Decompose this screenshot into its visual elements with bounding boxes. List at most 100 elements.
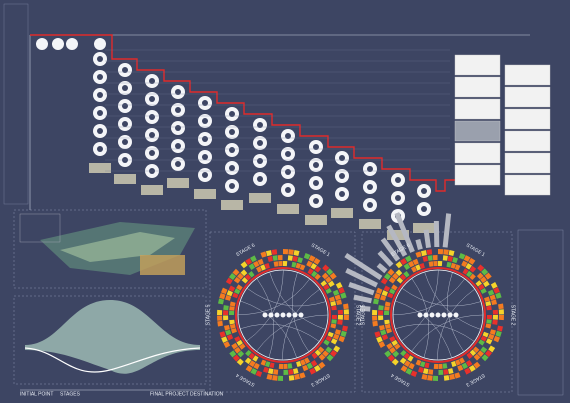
ring-segment [232, 292, 239, 299]
note-box [249, 193, 271, 203]
ring-segment [448, 368, 454, 374]
ring-segment [374, 292, 381, 300]
ring-segment [232, 268, 240, 276]
ring-segment [497, 325, 503, 332]
ring-segment [481, 268, 489, 276]
ring-segment [447, 255, 454, 262]
ring-segment [228, 285, 236, 292]
icon-glyph [229, 111, 235, 117]
icon-glyph [257, 158, 263, 164]
ring-segment [220, 287, 228, 295]
ring-segment [480, 276, 487, 284]
ring-segment [432, 375, 438, 381]
hub-icon [280, 312, 286, 318]
ring-segment [378, 310, 384, 315]
ring-segment [485, 349, 493, 357]
ring-segment [468, 364, 476, 372]
icon-glyph [97, 128, 103, 134]
ring-segment [306, 260, 313, 268]
ring-segment [321, 272, 329, 280]
thumbnail [454, 142, 501, 164]
thumbnail [454, 54, 501, 76]
ring-segment [333, 333, 340, 340]
ring-segment [480, 335, 487, 342]
ring-segment [481, 354, 489, 362]
ring-segment [381, 334, 389, 341]
icon-glyph [395, 195, 401, 201]
radial-bar [376, 262, 388, 274]
ring-segment [240, 261, 248, 269]
chord [240, 323, 320, 342]
thumbnail [504, 86, 551, 108]
ring-segment [260, 359, 267, 366]
ring-segment [224, 325, 230, 331]
icon-glyph [97, 56, 103, 62]
ring-segment [240, 269, 248, 277]
ring-segment [293, 368, 299, 374]
ring-segment [330, 301, 337, 307]
ring-segment [410, 370, 418, 378]
ring-segment [438, 261, 443, 267]
ring-segment [300, 359, 306, 366]
ring-segment [245, 365, 253, 373]
icon-glyph [149, 150, 155, 156]
ring-segment [273, 369, 279, 375]
icon-glyph [122, 139, 128, 145]
ring-segment [217, 315, 223, 321]
icon-glyph [175, 161, 181, 167]
note-box [387, 230, 409, 240]
ring-segment [498, 315, 504, 321]
ring-segment [375, 287, 383, 295]
chord [437, 288, 475, 360]
ring-segment [293, 250, 300, 256]
ring-segment [415, 251, 422, 258]
radial-bar [442, 213, 452, 248]
radial-bar [423, 229, 432, 249]
ring-segment [443, 369, 449, 375]
ring-segment [438, 249, 444, 255]
ring-segment [433, 261, 438, 267]
ring-segment [248, 263, 256, 270]
ring-segment [399, 273, 407, 281]
ring-segment [482, 331, 489, 338]
ring-segment [264, 262, 270, 269]
ring-segment [477, 350, 484, 358]
ring-segment [332, 289, 340, 296]
chord [256, 314, 329, 352]
ring-segment [306, 362, 313, 370]
ring-segment [473, 361, 481, 369]
radial-bar [345, 268, 378, 288]
ring-segment [226, 334, 234, 341]
ring-segment [317, 346, 325, 353]
ring-segment [483, 280, 490, 288]
icon-glyph [229, 165, 235, 171]
ring-segment [313, 257, 321, 265]
stair-line [30, 34, 455, 192]
radial-bar [344, 252, 383, 281]
ring-segment [412, 258, 419, 266]
ring-segment [484, 272, 492, 280]
ring-segment [376, 336, 383, 343]
ring-segment [219, 331, 226, 338]
icon-glyph [175, 143, 181, 149]
ring-segment [379, 325, 385, 331]
thumbnail [504, 174, 551, 196]
ring-segment [283, 369, 289, 375]
ring-segment [387, 268, 395, 276]
ring-segment [322, 264, 330, 272]
chord [240, 300, 297, 358]
ring-segment [272, 375, 278, 381]
ring-segment [234, 288, 241, 295]
ring-segment [244, 273, 252, 281]
ring-segment [330, 349, 338, 357]
ring-segment [442, 255, 448, 261]
icon-glyph [367, 184, 373, 190]
ring-segment [480, 288, 487, 294]
icon-glyph [202, 154, 208, 160]
ring-segment [403, 352, 410, 360]
stage-label: STAGE 2 [355, 305, 361, 326]
ring-segment [372, 320, 378, 327]
ring-segment [399, 357, 407, 365]
ring-segment [245, 258, 253, 266]
radial-bar [415, 239, 423, 250]
